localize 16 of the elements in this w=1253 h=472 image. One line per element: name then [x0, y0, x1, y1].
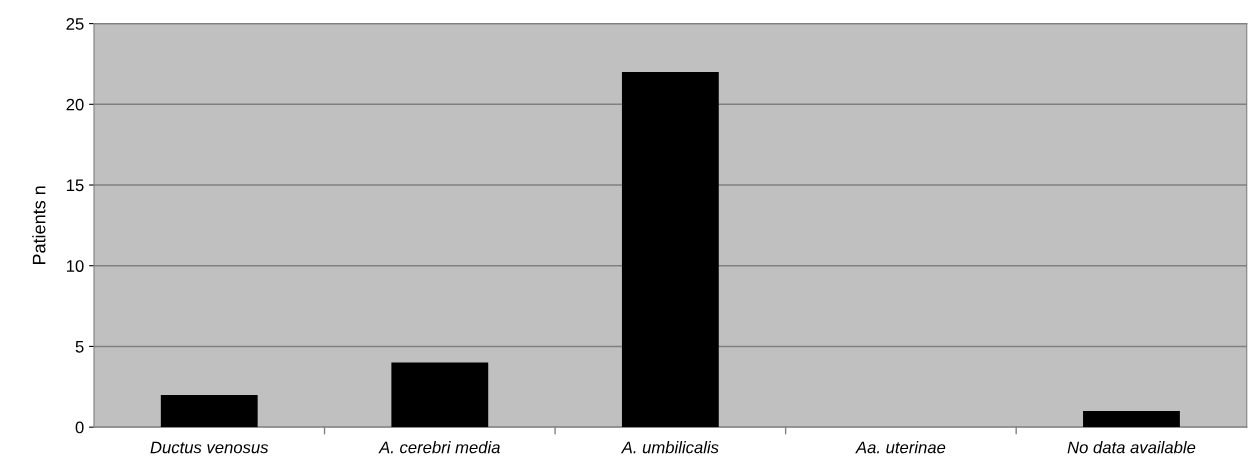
bar: [621, 72, 719, 428]
x-tick-label: Ductus venosus: [150, 441, 269, 454]
y-tick-label: 15: [66, 179, 84, 192]
y-axis-title: Patients n: [32, 186, 46, 265]
y-tick-label: 10: [66, 260, 84, 272]
bar: [1083, 411, 1180, 428]
x-tick-label: No data available: [1067, 441, 1196, 454]
bar: [160, 394, 258, 428]
y-tick-label: 20: [66, 98, 84, 111]
bar: [391, 362, 489, 428]
y-tick-label: 0: [75, 421, 84, 434]
x-tick-label: A. cerebri media: [378, 441, 500, 454]
x-tick-label: A. umbilicalis: [620, 441, 719, 454]
y-tick-label: 5: [75, 341, 84, 353]
y-tick-label: 25: [66, 18, 84, 30]
x-tick-label: Aa. uterinae: [855, 441, 946, 454]
